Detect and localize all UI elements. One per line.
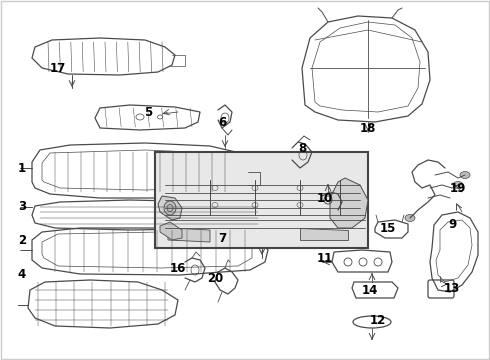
Text: 2: 2 (18, 234, 26, 247)
Text: 3: 3 (18, 201, 26, 213)
Text: 11: 11 (317, 252, 333, 265)
Text: 15: 15 (380, 221, 396, 234)
Text: 19: 19 (450, 181, 466, 194)
Polygon shape (330, 178, 368, 228)
Text: 10: 10 (317, 192, 333, 204)
Text: 9: 9 (448, 219, 456, 231)
Text: 7: 7 (218, 231, 226, 244)
Text: 17: 17 (50, 62, 66, 75)
Text: 6: 6 (218, 116, 226, 129)
Text: 4: 4 (18, 269, 26, 282)
Ellipse shape (453, 181, 463, 189)
Text: 18: 18 (360, 122, 376, 135)
Polygon shape (300, 228, 348, 240)
Text: 8: 8 (298, 141, 306, 154)
Ellipse shape (164, 201, 176, 215)
Text: 14: 14 (362, 284, 378, 297)
Polygon shape (160, 222, 182, 240)
Text: 16: 16 (170, 261, 186, 274)
Text: 20: 20 (207, 271, 223, 284)
Text: 12: 12 (370, 314, 386, 327)
Ellipse shape (405, 215, 415, 221)
Text: 13: 13 (444, 282, 460, 294)
Polygon shape (158, 196, 182, 220)
Text: 5: 5 (144, 105, 152, 118)
Polygon shape (168, 228, 210, 242)
Ellipse shape (460, 171, 470, 179)
FancyBboxPatch shape (155, 152, 368, 248)
Text: 1: 1 (18, 162, 26, 175)
